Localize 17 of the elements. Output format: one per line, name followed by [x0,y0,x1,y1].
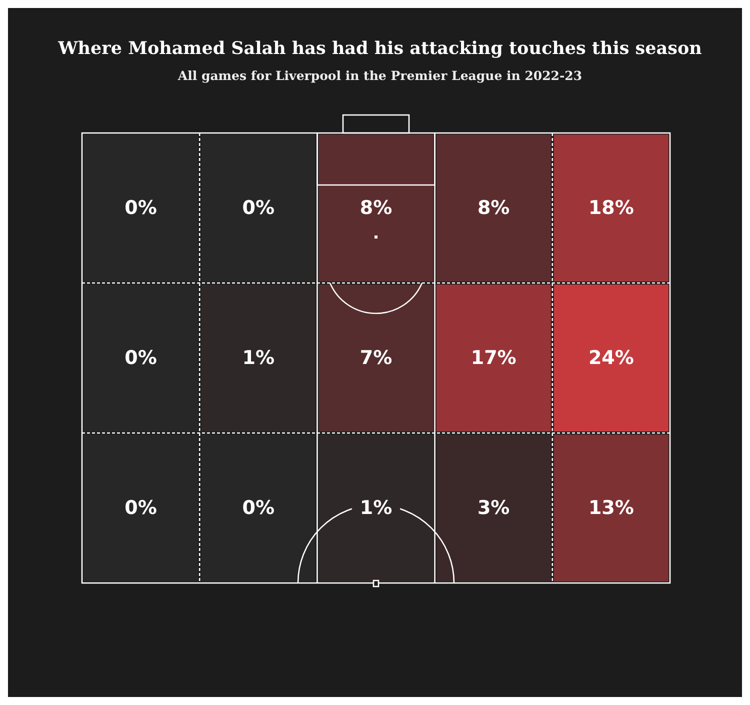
chart-subtitle: All games for Liverpool in the Premier League in 2022-23 [176,68,582,83]
data-label: 3% [477,497,510,519]
data-label: 0% [242,497,275,519]
chart-title: Where Mohamed Salah has had his attacking touches this season [57,39,702,59]
data-label: 18% [588,197,634,219]
data-label: 17% [470,347,516,369]
data-label: 24% [588,347,634,369]
data-label: 0% [124,497,157,519]
data-label: 8% [477,197,510,219]
data-label: 1% [360,497,392,519]
data-label: 8% [360,197,392,219]
data-label: 0% [242,197,275,219]
data-label: 0% [124,347,157,369]
data-label: 1% [242,347,275,369]
data-label: 7% [360,347,392,369]
data-label: 13% [588,497,634,519]
data-label: 0% [124,197,157,219]
